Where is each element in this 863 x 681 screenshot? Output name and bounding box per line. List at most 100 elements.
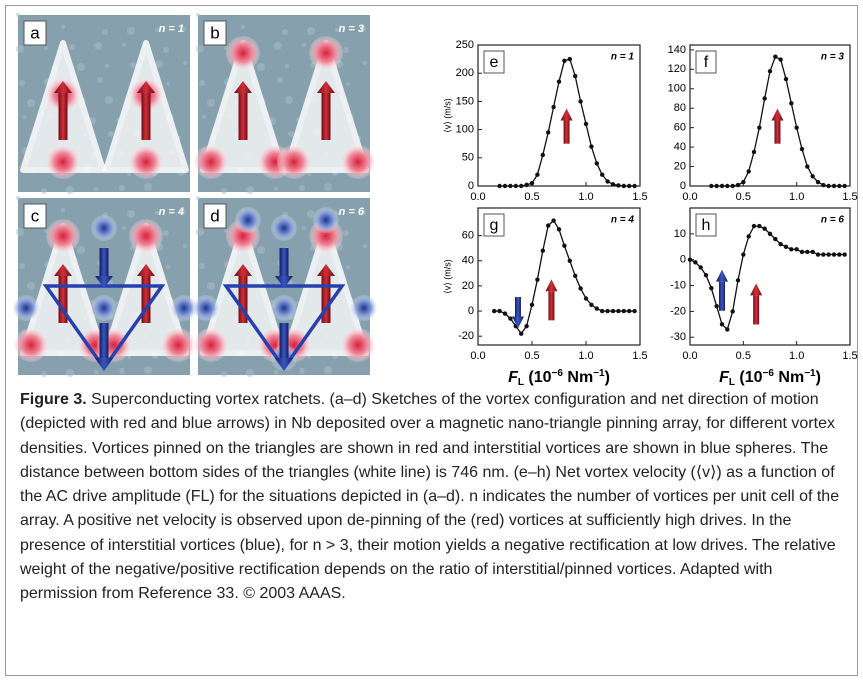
texture — [199, 80, 205, 86]
y-tick-label: 0 — [468, 305, 474, 317]
data-point — [627, 183, 632, 189]
data-point — [751, 149, 757, 155]
texture — [180, 209, 186, 215]
data-point — [810, 249, 815, 255]
y-tick-label: 60 — [462, 230, 474, 242]
data-point — [546, 223, 551, 228]
plot-frame — [689, 207, 851, 346]
texture — [119, 368, 125, 374]
texture — [41, 371, 47, 377]
arrow-head — [771, 108, 784, 121]
texture — [155, 60, 163, 68]
data-point — [746, 234, 751, 239]
data-point — [714, 304, 719, 309]
arrow-head — [560, 108, 573, 121]
texture — [183, 244, 187, 248]
data-point — [556, 227, 562, 232]
texture — [324, 183, 332, 191]
y-axis-label: ⟨v⟩ (m/s) — [442, 259, 452, 294]
texture — [335, 28, 339, 32]
pinned-vortex — [129, 145, 163, 179]
texture — [69, 44, 75, 50]
y-tick-label: 120 — [668, 63, 686, 75]
data-point — [502, 311, 508, 316]
data-point — [497, 308, 502, 314]
caption-text: Superconducting vortex ratchets. (a–d) S… — [20, 391, 840, 603]
x-tick-label: 0.0 — [682, 350, 697, 362]
texture — [299, 368, 305, 374]
pinned-vortex — [46, 145, 80, 179]
texture — [196, 13, 200, 17]
texture — [257, 246, 265, 254]
data-point — [546, 130, 551, 135]
texture — [163, 230, 169, 236]
interstitial-vortex — [351, 295, 377, 321]
x-axis-label-part: (10 — [735, 369, 763, 386]
pinned-vortex — [277, 145, 311, 179]
data-point — [799, 249, 805, 255]
interstitial-vortex — [271, 215, 297, 241]
x-tick-label: 1.5 — [632, 191, 647, 203]
panel-label: b — [210, 23, 219, 42]
texture — [16, 228, 24, 236]
arrow-head — [275, 358, 293, 370]
arrow-head — [716, 269, 728, 282]
x-axis-label-part: F — [719, 369, 730, 386]
arrow-head — [511, 316, 524, 329]
arrow-shaft — [279, 323, 289, 358]
texture — [307, 210, 315, 218]
x-tick-label: 1.5 — [632, 350, 647, 362]
data-point — [519, 331, 524, 336]
x-axis-label-part: −6 — [552, 368, 564, 379]
data-point — [627, 308, 632, 314]
data-point — [730, 309, 735, 314]
x-axis-label-part: Nm — [774, 369, 804, 386]
data-point — [529, 302, 535, 307]
texture — [166, 265, 170, 269]
data-point — [778, 57, 783, 62]
texture — [127, 27, 135, 35]
data-point — [810, 174, 815, 179]
x-axis-label-part: ) — [816, 369, 821, 386]
interstitial-vortex — [235, 207, 261, 233]
arrow-head — [95, 358, 113, 370]
panel-label: c — [31, 206, 40, 225]
data-point — [632, 308, 637, 314]
texture — [94, 187, 98, 191]
texture — [302, 43, 306, 47]
arrow-head — [234, 81, 252, 93]
data-point — [730, 183, 735, 189]
y-tick-label: 40 — [674, 141, 686, 153]
texture — [16, 45, 24, 53]
y-tick-label: 20 — [674, 160, 686, 172]
y-tick-label: 250 — [456, 39, 474, 51]
data-point — [735, 182, 741, 188]
arrow-shaft — [141, 93, 151, 140]
plot-annotation: n = 6 — [821, 215, 845, 226]
data-point — [693, 260, 698, 265]
texture — [130, 62, 136, 68]
plot-annotation: n = 4 — [611, 215, 635, 226]
texture — [274, 187, 278, 191]
data-point — [583, 121, 589, 127]
texture — [346, 82, 350, 86]
data-point — [719, 322, 725, 327]
texture — [363, 244, 367, 248]
arrow-head — [750, 283, 763, 296]
texture — [119, 185, 125, 191]
texture — [360, 26, 366, 32]
data-point — [583, 296, 589, 301]
texture — [155, 28, 159, 32]
data-point — [535, 172, 540, 177]
texture — [299, 185, 305, 191]
x-tick-label: 0.5 — [736, 350, 751, 362]
data-point — [821, 182, 826, 188]
data-point — [600, 308, 605, 314]
data-point — [842, 252, 847, 257]
data-point — [826, 252, 831, 257]
data-point — [519, 183, 524, 189]
arrow-head — [545, 279, 558, 292]
data-point — [540, 248, 545, 253]
plot-frame — [689, 44, 851, 187]
